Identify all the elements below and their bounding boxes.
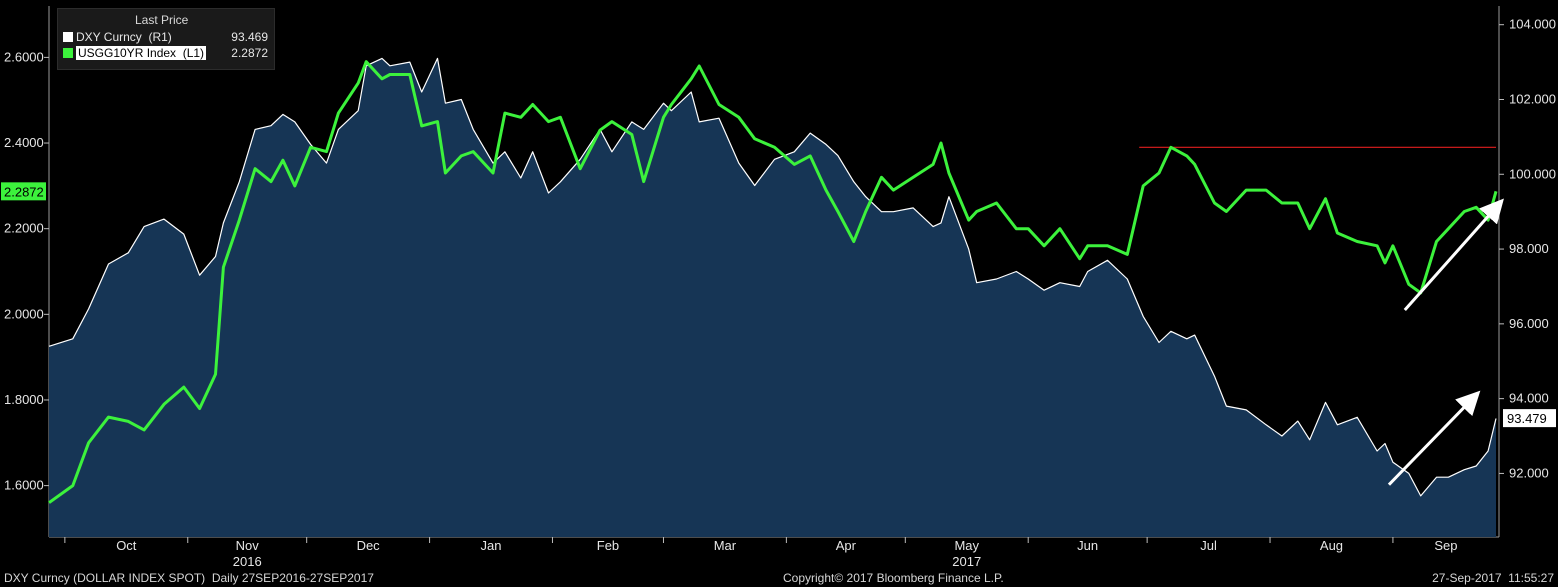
x-tick-label: Oct [116,538,137,553]
right-last-value-tag-bg [1503,409,1556,428]
right-last-value-tag: 93.479 [1507,411,1547,426]
left-tick-label: 2.4000 [4,135,44,150]
right-tick-label: 100.000 [1509,166,1556,181]
left-last-value-tag: 2.2872 [4,184,44,199]
legend-swatch-yield [63,48,73,58]
right-tick-label: 96.000 [1509,316,1549,331]
legend-item-yield: USGG10YR Index (L1) 2.2872 [63,46,268,61]
x-tick-label: Dec [357,538,381,553]
x-year-label: 2016 [233,554,262,569]
x-tick-label: Jul [1200,538,1217,553]
x-tick-label: Nov [236,538,260,553]
footer-timestamp: 27-Sep-2017 11:55:27 [1432,571,1554,585]
left-tick-label: 2.2000 [4,221,44,236]
x-tick-label: Sep [1434,538,1457,553]
legend-value-yield: 2.2872 [231,46,268,60]
right-tick-label: 92.000 [1509,465,1549,480]
x-tick-label: Aug [1320,538,1343,553]
legend-label-yield: USGG10YR Index (L1) [76,46,207,60]
trend-arrow-1 [1403,198,1504,312]
left-last-value-tag-bg [1,182,46,201]
left-tick-label: 2.6000 [4,49,44,64]
legend-label-dxy: DXY Curncy (R1) [76,30,172,44]
legend: Last Price DXY Curncy (R1) 93.469 USGG10… [57,8,275,70]
legend-header: Last Price [135,13,189,27]
x-tick-label: Feb [597,538,619,553]
right-tick-label: 98.000 [1509,241,1549,256]
legend-item-dxy: DXY Curncy (R1) 93.469 [63,30,268,45]
series-dxy-line [48,57,1497,497]
series-yield-line [48,60,1498,504]
x-tick-label: Jun [1077,538,1098,553]
left-tick-label: 1.8000 [4,392,44,407]
x-tick-label: Mar [714,538,737,553]
trend-arrow-2 [1387,390,1481,486]
footer-copyright: Copyright© 2017 Bloomberg Finance L.P. [783,571,1004,585]
right-tick-label: 94.000 [1509,391,1549,406]
left-tick-label: 1.6000 [4,478,44,493]
x-tick-label: Apr [836,538,857,553]
footer-series-info: DXY Curncy (DOLLAR INDEX SPOT) Daily 27S… [4,571,374,585]
legend-swatch-dxy [63,32,73,42]
x-year-label: 2017 [952,554,981,569]
right-tick-label: 104.000 [1509,17,1556,32]
legend-value-dxy: 93.469 [231,30,268,44]
series-dxy-area [49,58,1496,538]
x-tick-label: May [954,538,979,553]
right-tick-label: 102.000 [1509,91,1556,106]
left-tick-label: 2.0000 [4,306,44,321]
x-tick-label: Jan [481,538,502,553]
